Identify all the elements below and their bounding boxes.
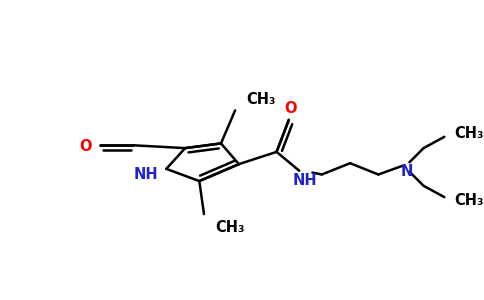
Text: CH₃: CH₃ bbox=[246, 92, 276, 106]
Text: N: N bbox=[400, 164, 413, 179]
Text: O: O bbox=[285, 101, 297, 116]
Text: NH: NH bbox=[292, 173, 317, 188]
Text: CH₃: CH₃ bbox=[454, 125, 483, 140]
Text: NH: NH bbox=[133, 167, 158, 182]
Text: O: O bbox=[79, 139, 91, 154]
Text: CH₃: CH₃ bbox=[454, 194, 483, 208]
Text: CH₃: CH₃ bbox=[215, 220, 245, 235]
